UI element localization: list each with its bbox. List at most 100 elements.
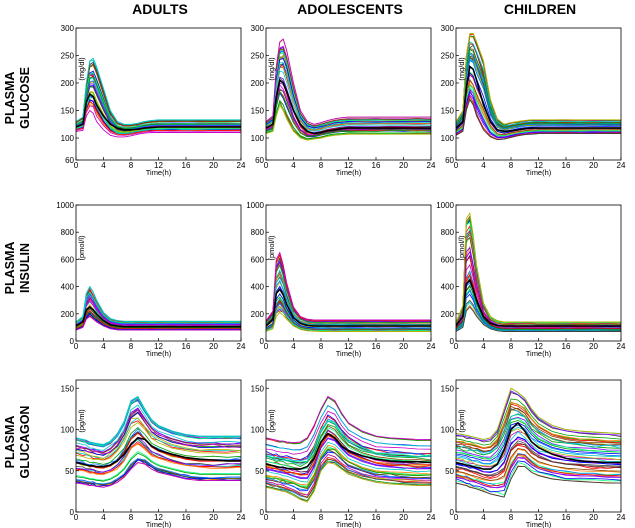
series-line-sim-20 — [456, 390, 621, 442]
x-tick-label: 0 — [454, 513, 459, 522]
y-tick-label: 50 — [255, 467, 264, 476]
y-tick-label: 600 — [61, 255, 75, 264]
series-line-sim-29 — [76, 285, 241, 323]
series-line-sim-33 — [76, 293, 241, 325]
x-tick-label: 16 — [182, 513, 191, 522]
series-line-sim-39 — [266, 62, 431, 130]
series-line-sim-16 — [76, 105, 241, 136]
y-tick-label: 0 — [260, 508, 265, 517]
row-title-glucagon-line2: GLUCAGON — [18, 406, 32, 479]
x-tick-label: 0 — [264, 342, 269, 351]
series-line-sim-18 — [456, 440, 621, 476]
series-line-sim-26 — [76, 288, 241, 324]
series-line-sim-35 — [456, 237, 621, 326]
y-tick-label: 400 — [441, 283, 455, 292]
series-line-sim-37 — [456, 285, 621, 330]
y-tick-label: 400 — [61, 283, 75, 292]
series-line-sim-29 — [76, 421, 241, 461]
series-line-sim-11 — [76, 64, 241, 127]
series-line-sim-8 — [456, 416, 621, 458]
x-axis-label: Time(h) — [526, 168, 552, 177]
x-tick-label: 16 — [372, 342, 381, 351]
x-axis-label: Time(h) — [336, 349, 362, 358]
series-line-sim-38 — [266, 434, 431, 476]
x-tick-label: 4 — [101, 513, 106, 522]
x-tick-label: 8 — [129, 513, 134, 522]
x-tick-label: 8 — [129, 342, 134, 351]
series-line-sim-34 — [266, 427, 431, 470]
curves-glucagon-2 — [456, 387, 621, 498]
x-tick-label: 20 — [399, 342, 408, 351]
y-tick-label: 800 — [61, 228, 75, 237]
y-tick-label: 300 — [61, 24, 75, 33]
x-tick-label: 16 — [182, 342, 191, 351]
series-line-sim-28 — [266, 410, 431, 455]
y-tick-label: 0 — [450, 508, 455, 517]
panel-glucose-2: 0 4 8 12 16 20 24 60 100 150 200 250 300 Time(h) (mg/d… — [441, 24, 626, 177]
series-line-sim-37 — [456, 48, 621, 129]
x-tick-label: 16 — [182, 161, 191, 170]
x-tick-label: 20 — [399, 513, 408, 522]
series-line-sim-15 — [266, 269, 431, 325]
x-tick-label: 4 — [291, 161, 296, 170]
series-line-adolescent-low — [266, 311, 431, 332]
y-tick-label: 50 — [445, 467, 454, 476]
series-line-sim-37 — [76, 76, 241, 130]
y-axis-label: (pg/ml) — [77, 409, 86, 433]
row-title-insulin-line2: INSULIN — [18, 243, 32, 293]
curves-insulin-1 — [266, 251, 431, 332]
x-tick-label: 8 — [509, 513, 514, 522]
series-line-sim-36 — [456, 436, 621, 473]
y-tick-label: 150 — [61, 107, 75, 116]
series-line-sim-27 — [266, 298, 431, 330]
x-axis-label: Time(h) — [336, 168, 362, 177]
series-line-sim-6 — [76, 399, 241, 448]
series-line-sim-34 — [76, 291, 241, 324]
y-tick-label: 800 — [441, 228, 455, 237]
y-tick-label: 100 — [251, 134, 265, 143]
row-title-glucose-line1: PLASMA — [3, 72, 17, 125]
series-line-sim-27 — [456, 431, 621, 470]
y-axis-label: (mg/dl) — [457, 57, 466, 81]
series-line-sim-38 — [76, 310, 241, 330]
y-tick-label: 150 — [251, 107, 265, 116]
y-tick-label: 0 — [70, 508, 75, 517]
y-tick-label: 200 — [251, 310, 265, 319]
x-tick-label: 24 — [427, 513, 436, 522]
series-line-sim-35 — [76, 63, 241, 127]
y-tick-label: 250 — [61, 52, 75, 61]
x-tick-label: 0 — [264, 161, 269, 170]
series-line-adolescent-high — [266, 395, 431, 444]
row-title-glucose-line2: GLUCOSE — [18, 67, 32, 129]
series-line-sim-28 — [76, 409, 241, 455]
y-tick-label: 150 — [441, 107, 455, 116]
x-axis-label: Time(h) — [526, 520, 552, 528]
series-line-adult-high — [76, 285, 241, 323]
series-line-adolescent-low — [266, 461, 431, 503]
series-line-sim-30 — [266, 89, 431, 137]
series-line-children-high — [456, 387, 621, 440]
series-line-sim-20 — [266, 437, 431, 478]
x-tick-label: 4 — [101, 342, 106, 351]
series-line-sim-25 — [456, 398, 621, 446]
y-tick-label: 200 — [61, 310, 75, 319]
series-line-sim-34 — [266, 51, 431, 128]
series-line-children-mean — [456, 64, 621, 133]
series-line-sim-10 — [456, 86, 621, 137]
series-line-sim-28 — [76, 298, 241, 326]
series-line-sim-32 — [266, 261, 431, 323]
series-line-sim-10 — [76, 451, 241, 481]
series-line-adult-low — [76, 315, 241, 331]
y-axis-label: (pmol/l) — [77, 235, 86, 261]
series-line-adult-mean — [76, 305, 241, 328]
panel-glucose-0: 0 4 8 12 16 20 24 60 100 150 200 250 300 Time(h) (mg/d… — [61, 24, 246, 177]
y-tick-label: 1000 — [246, 201, 264, 210]
series-line-sim-39 — [456, 414, 621, 455]
series-line-sim-37 — [266, 448, 431, 488]
x-tick-label: 0 — [74, 342, 79, 351]
panel-insulin-1: 0 4 8 12 16 20 24 0 200 400 600 800 1000 Time(h) (pmol… — [246, 201, 436, 358]
series-line-sim-25 — [266, 99, 431, 140]
series-line-sim-30 — [76, 437, 241, 473]
series-line-sim-37 — [76, 452, 241, 482]
